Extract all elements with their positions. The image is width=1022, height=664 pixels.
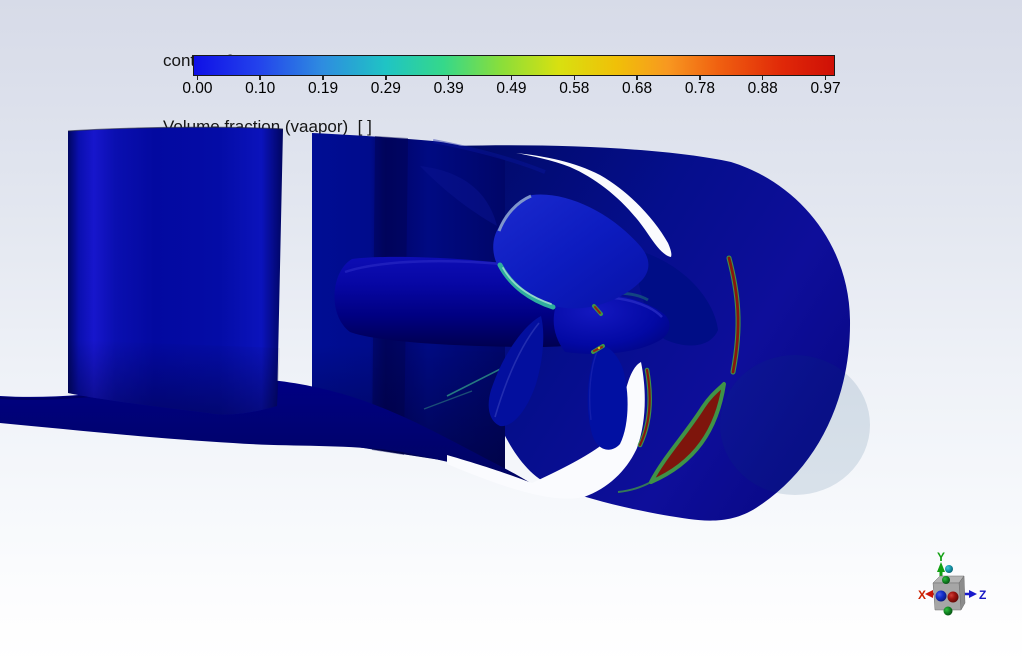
z-axis-arrowhead: [969, 590, 977, 598]
tick-mark: [417, 76, 480, 80]
blade-upper-rim: [497, 194, 532, 232]
triad-cube-front: [932, 582, 962, 611]
blade-upper-teal-edge-bright: [502, 267, 552, 305]
tick-label: 0.39: [433, 80, 464, 97]
x-axis-arrowhead: [925, 590, 933, 598]
tick-label: 0.97: [810, 80, 841, 97]
cavitation-streak-upper: [727, 256, 740, 374]
duct-leading-edge-sheen: [432, 139, 546, 174]
colorbar: [193, 55, 835, 76]
y-axis-label: Y: [937, 550, 945, 564]
blade-upper-teal-edge: [497, 262, 556, 310]
tick-mark: [166, 76, 229, 80]
triad-green-sphere-bottom: [943, 606, 953, 616]
cavitation-streak-inner: [638, 368, 651, 447]
background-gap-lower: [447, 362, 645, 499]
pod-highlight: [344, 259, 521, 274]
tick-label: 0.58: [559, 80, 590, 97]
tick-label: 0.29: [370, 80, 401, 97]
tick-label: 0.00: [182, 80, 213, 97]
cavitation-dash-1: [594, 306, 601, 314]
tick-mark: [794, 76, 857, 80]
duct-shading: [720, 355, 870, 495]
cavitation-dash-dot: [597, 346, 601, 350]
blade-down-edge: [589, 348, 599, 421]
triad-teal-sphere: [945, 565, 953, 573]
triad-green-sphere-top: [942, 576, 950, 584]
tick-mark: [229, 76, 292, 80]
hull-plate: [0, 378, 532, 484]
blade-upper: [493, 194, 649, 309]
cavitation-crescent-tail: [617, 481, 652, 493]
cavitation-crescent: [649, 382, 726, 484]
tick-mark: [480, 76, 543, 80]
tick-label: 0.78: [684, 80, 715, 97]
y-axis-arrowhead: [937, 562, 945, 572]
background-gap-upper: [516, 153, 672, 257]
tick-mark: [292, 76, 355, 80]
tick-label: 0.88: [747, 80, 778, 97]
blade-down-left: [488, 316, 544, 427]
cavitation-line-2: [423, 390, 473, 410]
colorbar-ticks: [166, 76, 857, 80]
tick-mark: [669, 76, 732, 80]
z-axis-label: Z: [979, 588, 986, 602]
blade-down-left-edge: [494, 322, 540, 418]
triad-blue-sphere: [935, 590, 947, 602]
tick-mark: [354, 76, 417, 80]
tick-label: 0.19: [307, 80, 339, 97]
tick-mark: [731, 76, 794, 80]
colorbar-labels: 0.00 0.10 0.19 0.29 0.39 0.49 0.58 0.68 …: [166, 80, 857, 98]
tick-mark: [606, 76, 669, 80]
triad-red-sphere: [947, 591, 959, 603]
propeller-hub: [553, 293, 670, 355]
tick-label: 0.10: [245, 80, 276, 97]
strut-left-top-edge: [67, 126, 284, 132]
x-axis-label: X: [918, 588, 926, 602]
tick-label: 0.68: [622, 80, 653, 97]
cavitation-dash-2: [593, 346, 603, 352]
strut-left-bottom-fade: [68, 340, 280, 415]
blade-back: [420, 166, 497, 226]
blade-down: [587, 345, 628, 450]
tick-label: 0.49: [496, 80, 527, 97]
tick-mark: [543, 76, 606, 80]
orientation-triad: Y X Z: [918, 550, 986, 616]
